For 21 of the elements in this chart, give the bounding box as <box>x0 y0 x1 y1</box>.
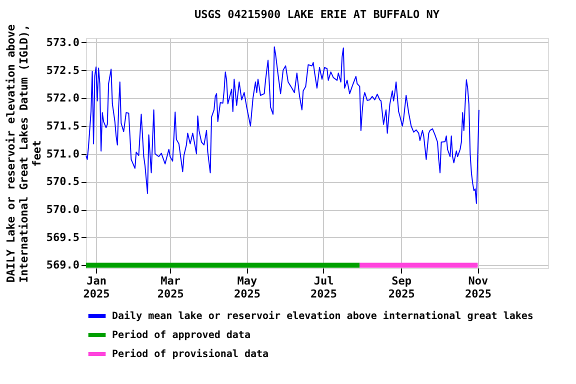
y-tick-label: 571.5 <box>46 119 80 132</box>
line-series <box>86 46 480 204</box>
x-tick-label: Jul 2025 <box>310 274 338 300</box>
y-tick-label: 572.0 <box>46 92 80 105</box>
x-tick-label: Mar 2025 <box>157 274 184 300</box>
y-tick-label: 570.5 <box>46 175 80 188</box>
y-tick-label: 569.0 <box>46 258 80 272</box>
y-tick-label: 572.5 <box>46 64 80 77</box>
legend-label: Period of approved data <box>112 329 250 341</box>
y-tick-label: 571.0 <box>46 147 80 160</box>
y-tick-label: 570.0 <box>46 203 80 216</box>
x-tick-label: May 2025 <box>234 274 260 300</box>
y-tick-label: 569.5 <box>46 230 80 244</box>
x-tick-label: Nov 2025 <box>464 274 492 300</box>
chart-title: USGS 04215900 LAKE ERIE AT BUFFALO NY <box>194 8 440 21</box>
y-tick-label: 573.0 <box>46 36 80 49</box>
y-axis-title: DAILY Lake or reservoir elevation above International Great Lakes Datum (IGLD), feet <box>4 24 44 283</box>
legend-label: Period of provisional data <box>112 348 269 360</box>
legend-label: Daily mean lake or reservoir elevation above international great lakes <box>112 310 534 322</box>
x-tick-label: Sep 2025 <box>388 274 415 300</box>
x-tick-label: Jan 2025 <box>83 274 110 300</box>
